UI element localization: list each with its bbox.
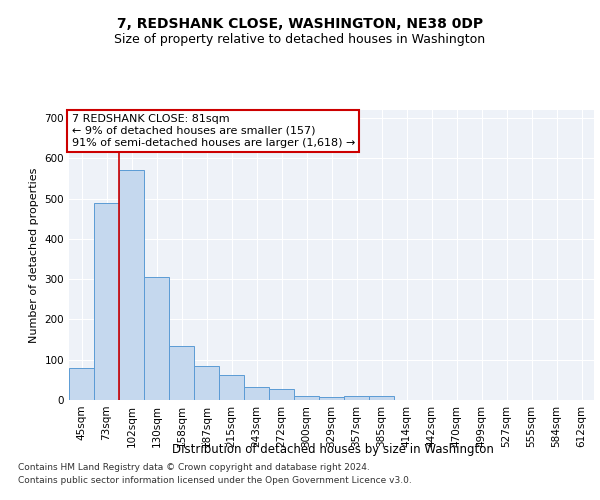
Bar [244,387,269,400]
Bar [69,368,94,400]
Text: Distribution of detached houses by size in Washington: Distribution of detached houses by size … [172,442,494,456]
Bar [119,170,144,400]
Text: Contains HM Land Registry data © Crown copyright and database right 2024.: Contains HM Land Registry data © Crown c… [18,464,370,472]
Bar [144,277,169,400]
Text: Contains public sector information licensed under the Open Government Licence v3: Contains public sector information licen… [18,476,412,485]
Y-axis label: Number of detached properties: Number of detached properties [29,168,39,342]
Text: 7, REDSHANK CLOSE, WASHINGTON, NE38 0DP: 7, REDSHANK CLOSE, WASHINGTON, NE38 0DP [117,18,483,32]
Bar [219,375,244,400]
Bar [169,346,194,400]
Bar [269,389,294,400]
Bar [369,396,394,400]
Bar [319,397,344,400]
Text: 7 REDSHANK CLOSE: 81sqm
← 9% of detached houses are smaller (157)
91% of semi-de: 7 REDSHANK CLOSE: 81sqm ← 9% of detached… [71,114,355,148]
Bar [194,366,219,400]
Bar [94,202,119,400]
Bar [294,396,319,400]
Text: Size of property relative to detached houses in Washington: Size of property relative to detached ho… [115,32,485,46]
Bar [344,396,369,400]
